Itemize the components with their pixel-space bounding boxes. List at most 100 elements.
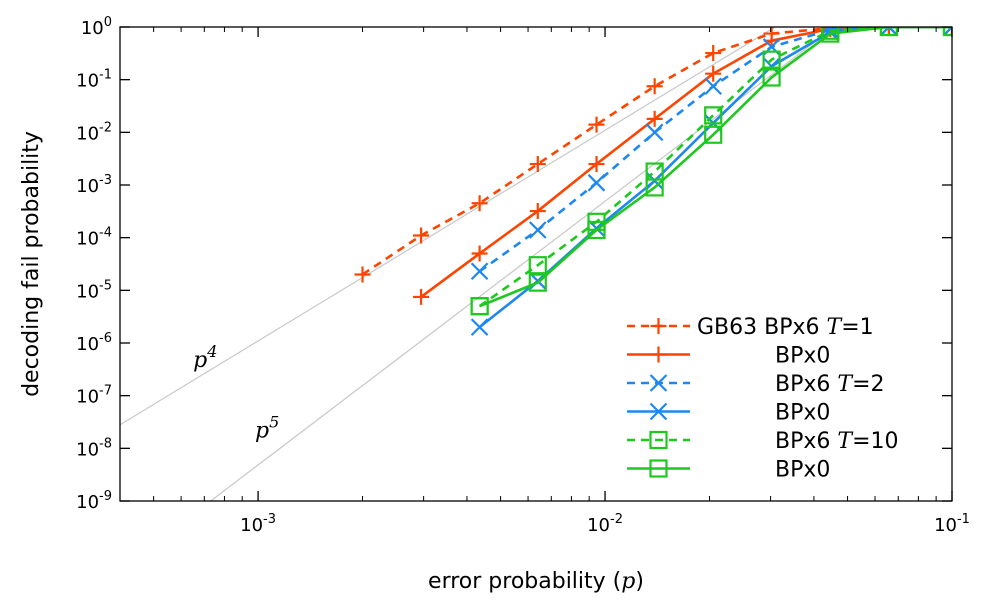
y-tick-label-2-exp: -2 — [99, 120, 112, 135]
legend-swatch-marker-3 — [649, 402, 668, 421]
y-tick-label-4: 10-4 — [76, 226, 112, 250]
x-tick-label-2-exp: -1 — [957, 512, 970, 527]
series-5-point-2 — [587, 220, 606, 240]
series-0-point-0 — [354, 266, 371, 283]
legend-label-2: BPx6 T=2 — [775, 372, 885, 397]
series-2-point-0 — [470, 262, 489, 281]
series-2 — [470, 27, 952, 281]
legend-entry-5: BPx0 — [627, 458, 830, 483]
y-tick-label-5-exp: -5 — [99, 278, 112, 293]
series-4-point-5 — [762, 50, 781, 69]
y-tick-label-9: 10-9 — [76, 489, 112, 513]
legend-label-5: BPx0 — [775, 458, 830, 483]
reference-label-p5-base: p — [255, 419, 269, 444]
series-1-point-2 — [529, 203, 546, 220]
series-3-point-7 — [880, 27, 898, 36]
series-4-point-1 — [528, 256, 547, 275]
legend-label-0: GB63 BPx6 T=1 — [697, 315, 874, 340]
legend-label-1-prefix: BPx0 — [775, 344, 830, 369]
y-tick-label-5-base: 10 — [76, 281, 99, 302]
legend-entry-4: BPx6 T=10 — [627, 429, 899, 454]
legend-label-4: BPx6 T=10 — [775, 429, 899, 454]
series-0 — [354, 27, 952, 283]
y-tick-label-6-base: 10 — [76, 334, 99, 355]
series-5-point-4 — [704, 125, 723, 144]
series-0-point-6 — [705, 45, 722, 62]
legend-entry-0: GB63 BPx6 T=1 — [627, 315, 874, 340]
y-tick-label-3-exp: -3 — [99, 173, 112, 188]
x-tick-label-2-base: 10 — [934, 515, 957, 536]
series-1-point-0 — [413, 288, 430, 305]
series-5-point-1 — [528, 273, 547, 292]
series-1-point-8 — [880, 27, 897, 35]
series-5-point-6 — [821, 27, 840, 43]
series-3-point-5 — [762, 57, 781, 76]
x-tick-label-0-exp: -3 — [263, 512, 276, 527]
legend-label-4-T: T — [837, 429, 854, 454]
series-1-point-5 — [705, 65, 722, 82]
series-5-point-7 — [879, 27, 899, 37]
legend-swatch-marker-0 — [650, 318, 667, 334]
series-0-point-5 — [646, 78, 663, 95]
y-tick-label-8-base: 10 — [76, 439, 99, 460]
x-tick-label-1: 10-2 — [587, 512, 623, 536]
series-3-point-8 — [943, 27, 952, 36]
legend-label-1: BPx0 — [775, 344, 830, 369]
legend-label-0-prefix: GB63 BPx6 — [697, 315, 827, 340]
x-axis-label: error probability (p) — [428, 569, 644, 594]
series-5-point-3 — [645, 178, 664, 197]
legend-entry-1: BPx0 — [627, 344, 830, 369]
y-tick-label-6: 10-6 — [76, 331, 112, 355]
legend-label-4-suffix: =10 — [852, 429, 898, 454]
series-0-point-1 — [413, 227, 430, 244]
y-tick-label-8-exp: -8 — [99, 436, 112, 451]
reference-label-p5: p5 — [255, 413, 279, 444]
series-2-point-3 — [645, 123, 664, 142]
legend-swatch-marker-2 — [649, 374, 668, 392]
series-2-point-4 — [704, 77, 722, 96]
legend-swatch-marker-4 — [649, 430, 668, 450]
y-tick-label-4-exp: -4 — [99, 226, 112, 241]
legend-label-5-prefix: BPx0 — [775, 458, 830, 483]
x-tick-label-0-base: 10 — [240, 515, 263, 536]
y-axis-label: decoding fail probability — [19, 131, 44, 397]
y-tick-label-0-exp: 0 — [104, 15, 112, 30]
y-tick-label-1: 10-1 — [76, 68, 112, 92]
y-tick-label-7-base: 10 — [76, 387, 99, 408]
x-tick-label-1-base: 10 — [587, 515, 610, 536]
reference-lines — [120, 27, 836, 501]
y-tick-label-2-base: 10 — [76, 123, 99, 144]
y-tick-label-0: 100 — [81, 15, 112, 39]
y-tick-label-9-base: 10 — [76, 492, 99, 513]
series-4-line — [478, 27, 952, 308]
series-5 — [470, 27, 952, 316]
legend-label-0-T: T — [827, 315, 844, 340]
series-4-point-4 — [704, 106, 723, 125]
y-tick-label-3: 10-3 — [76, 173, 112, 197]
reference-label-p4: p4 — [193, 342, 217, 373]
y-tick-label-5: 10-5 — [76, 278, 112, 302]
y-tick-label-7-exp: -7 — [99, 384, 112, 399]
reference-line-p5 — [210, 27, 836, 501]
series-3-point-0 — [470, 318, 489, 336]
series-2-point-2 — [587, 174, 606, 192]
x-tick-label-0: 10-3 — [240, 512, 276, 536]
y-tick-label-0-base: 10 — [81, 18, 104, 39]
y-tick-label-2: 10-2 — [76, 120, 112, 144]
legend-label-0-suffix: =1 — [841, 315, 873, 340]
y-tick-label-1-exp: -1 — [99, 68, 112, 83]
reference-label-p5-exp: 5 — [269, 413, 279, 432]
series-1-point-4 — [646, 110, 663, 127]
series-0-point-4 — [588, 116, 605, 133]
legend-label-3: BPx0 — [775, 401, 830, 426]
reference-label-p4-exp: 4 — [206, 342, 217, 361]
series-0-point-2 — [471, 195, 488, 212]
y-tick-label-7: 10-7 — [76, 384, 112, 408]
series-1-point-1 — [471, 245, 488, 262]
series-5-point-5 — [762, 68, 781, 87]
series-2-point-1 — [529, 221, 547, 239]
y-tick-label-9-exp: -9 — [99, 489, 112, 504]
